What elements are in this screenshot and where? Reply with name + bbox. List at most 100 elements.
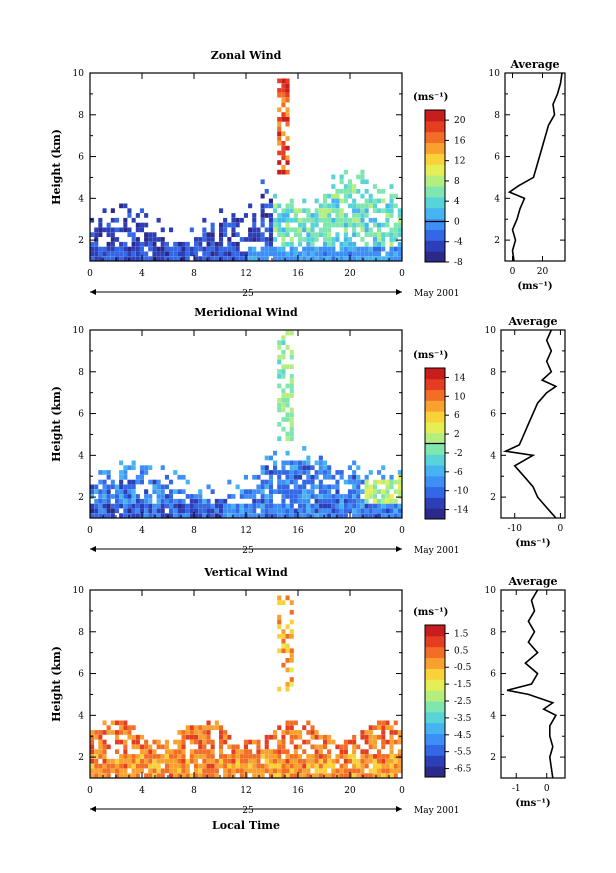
heat-cell <box>214 508 219 514</box>
heat-cell <box>281 484 286 490</box>
heat-cell <box>273 217 278 223</box>
heat-cell <box>102 763 107 769</box>
heat-cell <box>248 749 253 754</box>
heat-cell <box>360 503 365 509</box>
colorbar-tick-label: 2 <box>454 430 460 440</box>
heat-cell <box>356 474 361 480</box>
colorbar-swatch <box>425 368 445 380</box>
heat-cell <box>310 222 315 228</box>
heat-cell <box>102 768 107 774</box>
heat-cell <box>314 470 319 475</box>
heat-cell <box>198 503 203 509</box>
heat-cell <box>90 241 95 247</box>
heat-cell <box>119 758 124 764</box>
heat-cell <box>352 503 357 509</box>
heat-cell <box>281 417 286 422</box>
heat-cell <box>331 256 336 261</box>
heat-cell <box>115 763 120 769</box>
heat-cell <box>377 232 382 237</box>
heat-cell <box>277 136 282 141</box>
heat-cell <box>185 246 190 252</box>
profile-frame <box>500 589 566 779</box>
heat-cell <box>127 208 132 213</box>
heat-cell <box>98 470 103 475</box>
heat-cell <box>277 369 282 374</box>
heat-cell <box>119 227 124 233</box>
heat-cell <box>131 498 136 504</box>
heat-cell <box>331 251 336 257</box>
heat-cell <box>302 763 307 769</box>
heat-cell <box>314 251 319 257</box>
heat-cell <box>306 479 311 485</box>
heat-cell <box>277 117 282 122</box>
heat-cell <box>256 744 261 750</box>
heat-cell <box>160 465 165 470</box>
heat-cell <box>331 222 336 228</box>
heat-cell <box>177 246 182 252</box>
heat-cell <box>227 494 232 499</box>
heat-cell <box>323 734 328 740</box>
heat-cell <box>119 241 124 247</box>
heat-cell <box>339 503 344 509</box>
heat-cell <box>293 494 298 499</box>
heat-cell <box>252 763 257 769</box>
heat-cell <box>169 246 174 252</box>
heat-cell <box>127 494 132 499</box>
heat-cell <box>393 508 398 514</box>
heat-cell <box>285 160 290 165</box>
heat-cell <box>189 508 194 514</box>
heat-cell <box>393 251 398 257</box>
heat-cell <box>343 513 348 518</box>
heat-cell <box>239 237 244 242</box>
heat-cell <box>123 494 128 499</box>
heat-cell <box>285 725 290 730</box>
heat-cell <box>268 484 273 490</box>
colorbar-swatch <box>425 625 445 637</box>
heat-cell <box>123 503 128 509</box>
heat-cell <box>139 734 144 740</box>
heat-cell <box>314 498 319 504</box>
heat-cell <box>115 227 120 233</box>
heat-cell <box>106 232 111 237</box>
heat-cell <box>306 217 311 223</box>
heat-cell <box>156 754 161 759</box>
heat-cell <box>189 246 194 252</box>
heat-cell <box>393 754 398 759</box>
heat-cell <box>277 121 282 127</box>
heat-cell <box>131 246 136 252</box>
heatmap-cells <box>90 595 402 778</box>
heat-cell <box>397 739 402 745</box>
heat-cell <box>135 474 140 480</box>
heat-cell <box>135 758 140 764</box>
heat-cell <box>393 479 398 485</box>
heat-cell <box>356 768 361 774</box>
profile-title: Average <box>507 575 557 588</box>
heat-cell <box>368 232 373 237</box>
heat-cell <box>106 474 111 480</box>
heat-cell <box>177 754 182 759</box>
heat-cell <box>102 730 107 735</box>
heat-cell <box>243 744 248 750</box>
heat-cell <box>102 503 107 509</box>
heat-cell <box>397 758 402 764</box>
heat-cell <box>339 494 344 499</box>
heat-cell <box>289 422 294 427</box>
heat-cell <box>260 232 265 237</box>
heat-cell <box>364 479 369 485</box>
heat-cell <box>160 744 165 750</box>
heat-cell <box>135 754 140 759</box>
heat-cell <box>177 768 182 774</box>
heat-cell <box>177 749 182 754</box>
colorbar-unit: (ms⁻¹) <box>413 350 448 361</box>
heat-cell <box>293 208 298 213</box>
heat-cell <box>343 503 348 509</box>
date-bar-left-arrow <box>90 546 96 552</box>
heat-cell <box>219 758 224 764</box>
heat-cell <box>202 749 207 754</box>
heat-cell <box>364 208 369 213</box>
heat-cell <box>119 513 124 518</box>
heat-cell <box>239 251 244 257</box>
heat-cell <box>310 237 315 242</box>
heat-cell <box>210 763 215 769</box>
